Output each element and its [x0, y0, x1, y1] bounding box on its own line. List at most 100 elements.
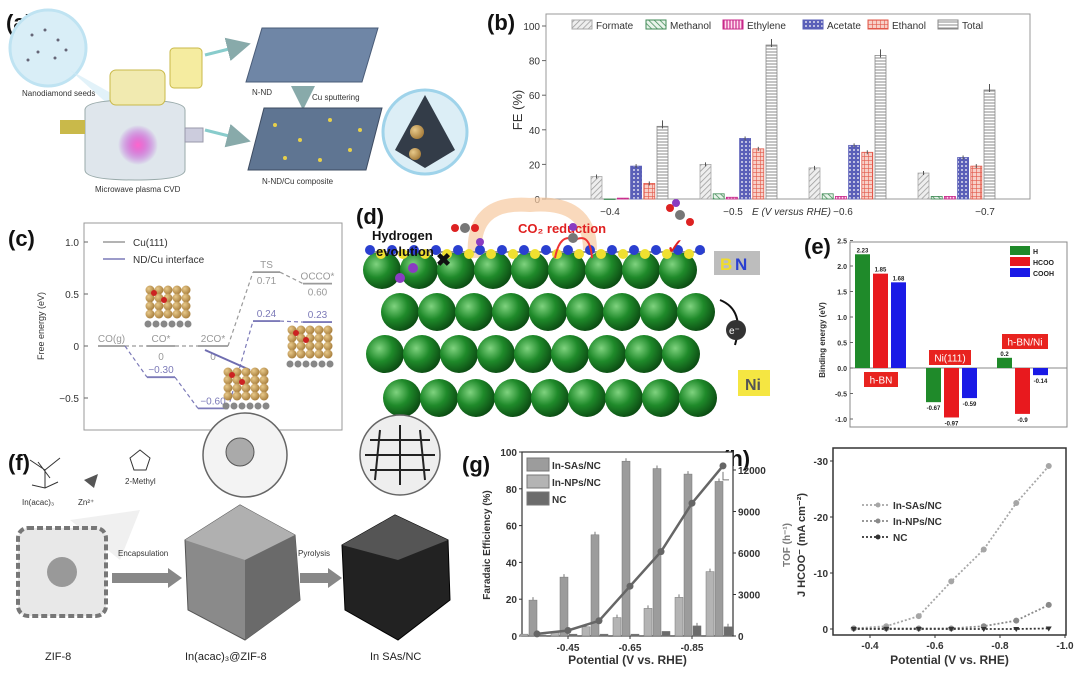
cvd-label: Microwave plasma CVD	[95, 185, 181, 194]
bar-ethylene	[835, 196, 847, 200]
cvd-waveguide	[109, 69, 166, 106]
ni-atom	[548, 251, 586, 289]
bar-total	[656, 125, 669, 200]
x-tick-label: -0.85	[681, 643, 704, 654]
x-tick-label: -0.6	[926, 641, 944, 652]
cu-particle-large	[410, 125, 424, 139]
y-tick-label: 100	[500, 448, 517, 459]
ni-atom	[494, 379, 532, 417]
energy-connector-1	[279, 320, 304, 323]
nitrogen-atom	[365, 245, 375, 255]
series-point-0	[980, 546, 987, 553]
ni-atom	[381, 293, 419, 331]
tof-point	[688, 499, 696, 507]
cu-atom	[305, 341, 315, 351]
encapsulation-arrowhead	[168, 568, 182, 588]
category-label-box	[1002, 334, 1048, 349]
co2-molecule-o1	[451, 224, 459, 232]
y-tick-label: 2.0	[837, 264, 847, 271]
bar-in-sas-nc	[621, 460, 631, 637]
ni-atom	[363, 251, 401, 289]
energy-value-label-1: −0.60	[200, 396, 226, 407]
legend-label-2: NC	[893, 533, 907, 544]
bar-formate	[917, 172, 930, 200]
bar-in-nps-nc	[705, 571, 715, 637]
composite-film	[247, 107, 383, 171]
y2-tick-label: 6000	[738, 549, 761, 560]
ni-atom	[457, 379, 495, 417]
bar-value-label: 2.23	[857, 248, 869, 254]
tof-point	[564, 626, 572, 634]
category-label: h-BN/Ni	[1007, 338, 1042, 349]
boron-atom	[420, 249, 430, 259]
ni-atom	[605, 379, 643, 417]
y-tick-label: 1.0	[837, 315, 847, 322]
substrate-atom	[294, 360, 302, 368]
legend-label-methanol: Methanol	[670, 21, 711, 32]
gas-outlet	[184, 127, 204, 143]
bar-nc	[568, 633, 578, 637]
adsorbed-c	[568, 233, 578, 243]
cu-particle-small	[409, 148, 421, 160]
electron-label: e⁻	[729, 326, 740, 337]
y-tick-label: -20	[814, 513, 829, 524]
cu-atom	[145, 293, 155, 303]
y-axis-title: Faradaic Efficiency (%)	[482, 490, 493, 599]
cvd-top-cylinder	[169, 47, 203, 89]
cu-atom	[145, 301, 155, 311]
bar-in-nps-nc	[519, 633, 529, 637]
ni-atom	[640, 293, 678, 331]
bar-nc	[692, 625, 702, 637]
formate-h	[672, 199, 680, 207]
nitrogen-atom	[541, 245, 551, 255]
ni-atom	[568, 379, 606, 417]
y-tick-label: -10	[814, 569, 829, 580]
cu-atom	[314, 333, 324, 343]
bar-value-label: 1.68	[893, 276, 905, 282]
cu-atom	[250, 391, 260, 401]
chart-h-partial-current: 0 -10 -20 -30 -0.4 -0.6 -0.8 -1.0 Potential (V v…	[796, 447, 1074, 667]
y-tick-label: 40	[506, 558, 518, 569]
nitrogen-atom	[563, 245, 573, 255]
ni-label: Ni	[745, 377, 761, 394]
bar-hcoo	[873, 273, 888, 368]
nc-point	[883, 627, 890, 632]
boron-atom	[618, 249, 628, 259]
state-label: CO(g)	[98, 334, 125, 345]
nc-point	[915, 627, 922, 632]
ni-legend-box	[738, 370, 770, 396]
chart-e-binding-energy: -1.0 -0.5 0.0 0.5 1.0 1.5 2.0 2.5 Binding energy…	[818, 239, 1068, 428]
nc-point	[980, 627, 987, 632]
substrate-atom	[222, 402, 230, 410]
legend-label-formate: Formate	[596, 21, 634, 32]
cu-atom	[287, 333, 297, 343]
cu-atom	[250, 375, 260, 385]
legend-label-0: In-SAs/NC	[893, 501, 942, 512]
series-point-0	[915, 613, 922, 620]
y-axis-title: FE (%)	[510, 90, 525, 130]
legend-label-acetate: Acetate	[827, 21, 861, 32]
cu-atom	[314, 325, 324, 335]
arrow-to-nnd	[204, 37, 251, 62]
cu-atom	[223, 383, 233, 393]
cu-atom	[323, 341, 333, 351]
cu-atom	[232, 383, 242, 393]
zn-ion-shape	[84, 474, 98, 488]
inacac-molecule	[29, 457, 61, 489]
energy-value-label-1: 0.23	[308, 310, 328, 321]
state-label: CO*	[152, 334, 171, 345]
panel-a-illustration: Nanodiamond seeds Microwave plasma CVD N…	[8, 8, 469, 194]
bn-legend-box	[714, 251, 760, 275]
energy-value-label-1: 0.24	[257, 309, 277, 320]
bar-in-nps-nc	[674, 597, 684, 637]
cu-atom	[323, 325, 333, 335]
cu-atom	[259, 383, 269, 393]
cu-atom	[163, 301, 173, 311]
bar-ethanol	[861, 151, 874, 200]
electron-icon	[726, 320, 746, 340]
ni-atom	[474, 251, 512, 289]
cu-atom	[154, 301, 164, 311]
nitrogen-atom	[475, 245, 485, 255]
